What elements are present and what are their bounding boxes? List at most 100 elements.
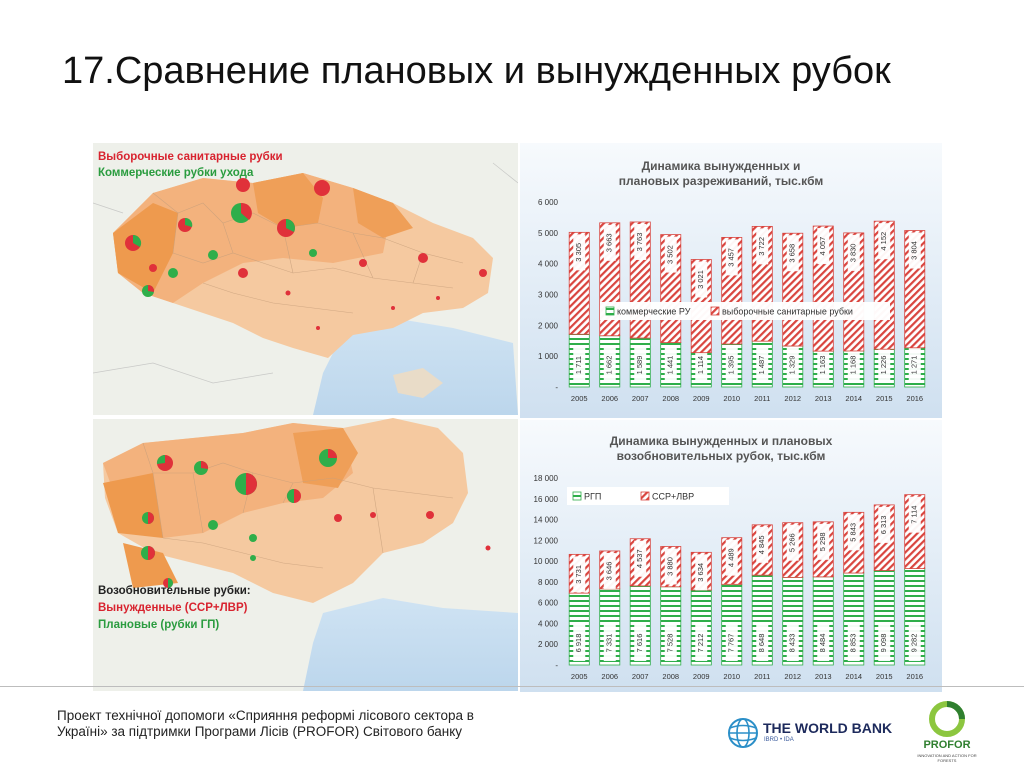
data-label-box	[695, 554, 708, 591]
x-tick-label: 2013	[815, 394, 832, 403]
chart-thinning: Динамика вынужденных и плановых разрежива…	[520, 143, 942, 418]
data-label: 7 331	[605, 634, 614, 653]
y-tick-label: 6 000	[538, 599, 559, 608]
data-label-box	[573, 347, 586, 383]
y-tick-label: 1 000	[538, 352, 559, 361]
y-tick-label: -	[555, 661, 558, 670]
map-bottom-legend-green: Плановые (рубки ГП)	[98, 619, 220, 631]
world-bank-logo: THE WORLD BANK IBRD • IDA	[727, 714, 912, 754]
x-tick-label: 2011	[754, 394, 770, 403]
x-tick-label: 2007	[632, 672, 649, 681]
data-label-box	[786, 625, 799, 661]
data-label-box	[756, 228, 769, 265]
data-label-box	[725, 539, 738, 576]
data-label-box	[847, 514, 860, 551]
x-tick-label: 2013	[815, 672, 832, 681]
data-label: 5 266	[788, 533, 797, 552]
data-label: 3 731	[574, 565, 583, 584]
data-label: 8 433	[788, 634, 797, 653]
data-label-box	[878, 223, 891, 260]
data-label-box	[634, 625, 647, 661]
data-label: 3 804	[910, 241, 919, 260]
data-label-box	[847, 234, 860, 271]
footer-divider	[0, 686, 1024, 687]
data-label-box	[603, 552, 616, 589]
data-label-box	[756, 625, 769, 661]
data-label-box	[634, 540, 647, 577]
maps-panel: Выборочные санитарные рубки Коммерческие…	[92, 143, 519, 691]
x-tick-label: 2010	[723, 672, 740, 681]
data-label: 3 880	[666, 557, 675, 576]
x-tick-label: 2007	[632, 394, 649, 403]
data-label: 6 313	[879, 516, 888, 535]
y-tick-label: 3 000	[538, 291, 559, 300]
data-label-box	[817, 228, 830, 265]
data-label: 1 711	[574, 356, 583, 374]
legend-swatch	[572, 491, 582, 501]
data-label: 4 537	[635, 549, 644, 568]
y-tick-label: 18 000	[534, 474, 559, 483]
y-tick-label: 5 000	[538, 229, 559, 238]
data-label-box	[634, 347, 647, 383]
data-label: 8 648	[757, 634, 766, 653]
data-label: 3 830	[849, 244, 858, 263]
x-tick-label: 2009	[693, 394, 710, 403]
data-label: 1 395	[727, 356, 736, 375]
data-label: 4 057	[818, 237, 827, 256]
data-label: 3 763	[635, 233, 644, 252]
x-tick-label: 2012	[784, 394, 801, 403]
x-tick-label: 2015	[876, 672, 893, 681]
data-label-box	[573, 234, 586, 271]
data-label-box	[847, 347, 860, 383]
x-tick-label: 2011	[754, 672, 770, 681]
data-label-box	[603, 625, 616, 661]
data-label: 4 489	[727, 548, 736, 567]
x-tick-label: 2006	[601, 394, 618, 403]
chart-title: возобновительных рубок, тыс.кбм	[617, 449, 826, 463]
data-label: 8 484	[818, 634, 827, 653]
data-label-box	[634, 223, 647, 260]
slide-title: 17.Сравнение плановых и вынужденных рубо…	[62, 50, 891, 92]
data-label: 1 114	[696, 356, 705, 374]
data-label: 8 853	[849, 634, 858, 653]
data-label: 3 658	[788, 244, 797, 263]
data-label-box	[603, 224, 616, 261]
chart-title: Динамика вынужденных и плановых	[610, 434, 833, 448]
legend-label: РГП	[584, 492, 601, 502]
data-label: 1 163	[818, 356, 827, 375]
map-bottom-legend-red: Вынужденные (ССР+ЛВР)	[98, 602, 248, 614]
data-label-box	[725, 625, 738, 661]
y-tick-label: 12 000	[534, 536, 559, 545]
data-label: 3 021	[696, 270, 705, 289]
data-label-box	[908, 625, 921, 661]
data-label: 1 487	[757, 356, 766, 375]
data-label: 7 528	[666, 634, 675, 653]
data-label: 3 634	[696, 563, 705, 582]
data-label: 7 616	[635, 634, 644, 653]
y-tick-label: 2 000	[538, 640, 559, 649]
data-label: 3 646	[605, 562, 614, 581]
data-label-box	[908, 347, 921, 383]
x-tick-label: 2008	[662, 394, 679, 403]
footer-text: Проект технічної допомоги «Сприяння рефо…	[57, 708, 474, 739]
x-tick-label: 2016	[906, 672, 923, 681]
data-label-box	[664, 625, 677, 661]
data-label: 1 271	[910, 356, 919, 375]
profor-sub: INNOVATION AND ACTION FOR FORESTS	[917, 753, 977, 763]
data-label: 7 212	[696, 634, 705, 653]
data-label-box	[695, 347, 708, 383]
data-label: 3 722	[757, 237, 766, 256]
y-tick-label: -	[555, 383, 558, 392]
chart-legend: коммерческие РУ выборочные санитарные руб…	[600, 302, 890, 320]
data-label-box	[878, 506, 891, 543]
x-tick-label: 2014	[845, 394, 862, 403]
data-label-box	[695, 261, 708, 298]
data-label: 9 098	[879, 634, 888, 653]
y-tick-label: 16 000	[534, 495, 559, 504]
legend-label: коммерческие РУ	[617, 307, 691, 317]
data-label-box	[756, 347, 769, 383]
data-label: 5 843	[849, 523, 858, 542]
data-label: 7 767	[727, 634, 736, 653]
data-label: 1 226	[879, 356, 888, 375]
data-label: 1 589	[635, 356, 644, 375]
